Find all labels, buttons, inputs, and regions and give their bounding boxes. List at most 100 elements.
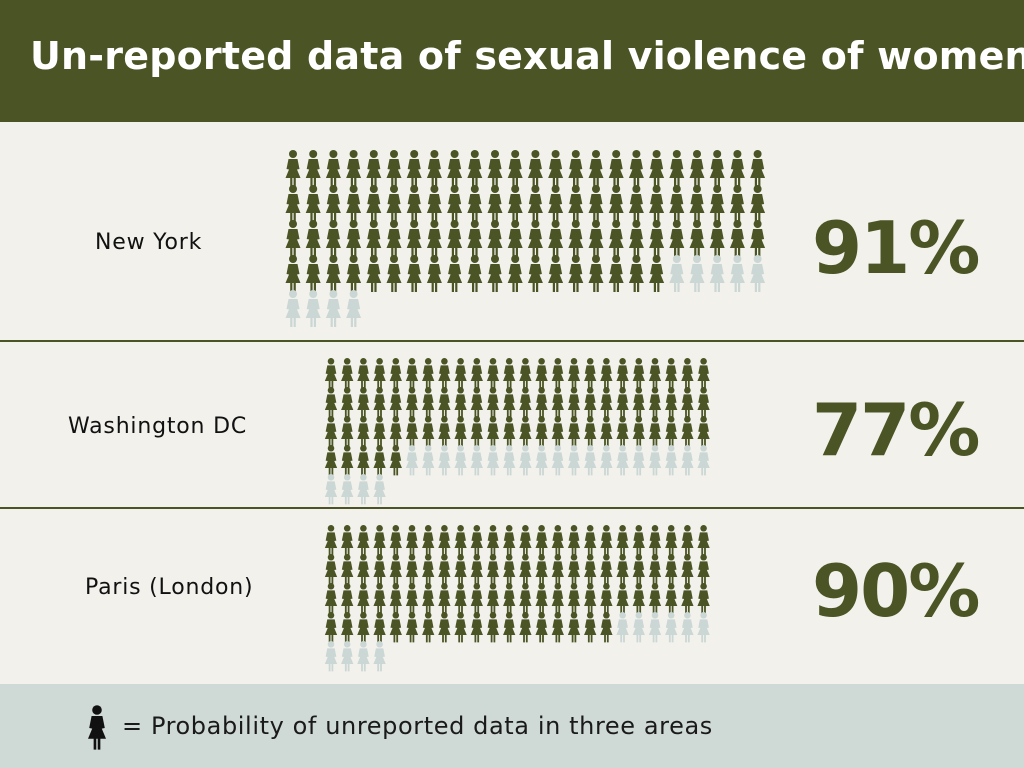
woman-icon-filled <box>486 554 500 585</box>
woman-icon-filled <box>568 220 584 257</box>
woman-icon-filled <box>600 554 613 585</box>
woman-icon-filled <box>567 612 581 643</box>
woman-icon-filled <box>357 387 370 418</box>
woman-icon-filled <box>285 255 301 292</box>
woman-icon-filled <box>422 387 435 418</box>
woman-icon-filled <box>426 185 442 222</box>
woman-icon-filled <box>389 416 402 447</box>
woman-icon-filled <box>438 554 451 585</box>
woman-icon-empty <box>567 445 581 476</box>
woman-icon-filled <box>507 255 523 292</box>
woman-icon-filled <box>426 255 442 292</box>
woman-icon-filled <box>373 525 386 556</box>
woman-icon-filled <box>285 185 301 222</box>
woman-icon-empty <box>697 612 710 643</box>
woman-icon-filled <box>709 220 725 257</box>
woman-icon-filled <box>567 554 581 585</box>
percentage-value: 91% <box>812 206 980 290</box>
woman-icon-filled <box>697 583 710 614</box>
woman-icon-filled <box>438 387 451 418</box>
woman-icon-filled <box>487 220 503 257</box>
woman-icon-filled <box>527 150 543 187</box>
woman-icon-filled <box>486 387 500 418</box>
woman-icon-filled <box>341 554 354 585</box>
woman-icon-filled <box>324 387 338 418</box>
woman-icon-filled <box>341 416 354 447</box>
woman-icon-filled <box>325 220 341 257</box>
woman-icon-filled <box>406 185 422 222</box>
woman-icon-filled <box>503 387 516 418</box>
woman-icon-filled <box>305 220 321 257</box>
city-label: Paris (London) <box>85 575 254 600</box>
woman-icon-filled <box>470 612 483 643</box>
woman-icon-filled <box>689 220 705 257</box>
woman-icon-filled <box>519 358 532 389</box>
woman-icon-filled <box>487 255 503 292</box>
woman-icon-empty <box>519 445 532 476</box>
woman-icon-filled <box>486 525 500 556</box>
woman-icon-filled <box>366 185 382 222</box>
woman-icon-filled <box>648 358 662 389</box>
woman-icon-empty <box>357 474 370 505</box>
woman-icon-filled <box>616 358 629 389</box>
woman-icon-empty <box>285 290 301 327</box>
woman-icon-filled <box>422 583 435 614</box>
woman-icon-filled <box>341 445 354 476</box>
woman-icon-filled <box>649 185 665 222</box>
pictogram-grid-new-york <box>285 150 766 327</box>
row-divider <box>0 507 1024 509</box>
page-title: Un-reported data of sexual violence of w… <box>30 34 1024 78</box>
woman-icon-filled <box>373 583 386 614</box>
woman-icon-empty <box>373 641 386 672</box>
woman-icon-filled <box>346 220 362 257</box>
woman-icon-filled <box>632 554 645 585</box>
woman-icon-filled <box>535 583 548 614</box>
woman-icon-filled <box>681 583 694 614</box>
woman-icon-filled <box>535 387 548 418</box>
woman-icon-filled <box>665 554 678 585</box>
woman-icon-filled <box>325 185 341 222</box>
woman-icon-filled <box>373 612 386 643</box>
woman-icon-empty <box>709 255 725 292</box>
woman-icon-empty <box>665 612 678 643</box>
woman-icon-filled <box>584 612 597 643</box>
woman-icon-filled <box>519 554 532 585</box>
woman-icon-filled <box>551 525 564 556</box>
woman-icon-filled <box>467 185 483 222</box>
woman-icon-filled <box>438 525 451 556</box>
woman-icon-empty <box>324 641 338 672</box>
woman-icon-filled <box>648 554 662 585</box>
woman-icon-filled <box>584 387 597 418</box>
woman-icon-filled <box>648 525 662 556</box>
woman-icon-filled <box>628 185 644 222</box>
woman-icon-filled <box>503 525 516 556</box>
woman-icon-filled <box>503 583 516 614</box>
woman-icon-filled <box>373 416 386 447</box>
woman-icon-filled <box>305 185 321 222</box>
woman-icon-empty <box>486 445 500 476</box>
woman-icon-filled <box>567 358 581 389</box>
woman-icon-filled <box>669 220 685 257</box>
pictogram-grid-washington-dc <box>324 358 710 505</box>
woman-icon-filled <box>405 416 419 447</box>
woman-icon-filled <box>324 358 338 389</box>
woman-icon-filled <box>628 150 644 187</box>
woman-icon-filled <box>386 150 402 187</box>
woman-icon-filled <box>567 416 581 447</box>
woman-icon-filled <box>422 416 435 447</box>
woman-icon-filled <box>422 554 435 585</box>
woman-icon-filled <box>568 185 584 222</box>
woman-icon-filled <box>665 387 678 418</box>
woman-icon-filled <box>600 612 613 643</box>
woman-icon-filled <box>346 185 362 222</box>
woman-icon-filled <box>285 150 301 187</box>
woman-icon-filled <box>519 416 532 447</box>
woman-icon-filled <box>386 255 402 292</box>
woman-icon-filled <box>467 220 483 257</box>
woman-icon-filled <box>373 387 386 418</box>
woman-icon-filled <box>548 150 564 187</box>
woman-icon-empty <box>357 641 370 672</box>
woman-icon-empty <box>681 612 694 643</box>
woman-icon-filled <box>487 185 503 222</box>
woman-icon-filled <box>632 387 645 418</box>
